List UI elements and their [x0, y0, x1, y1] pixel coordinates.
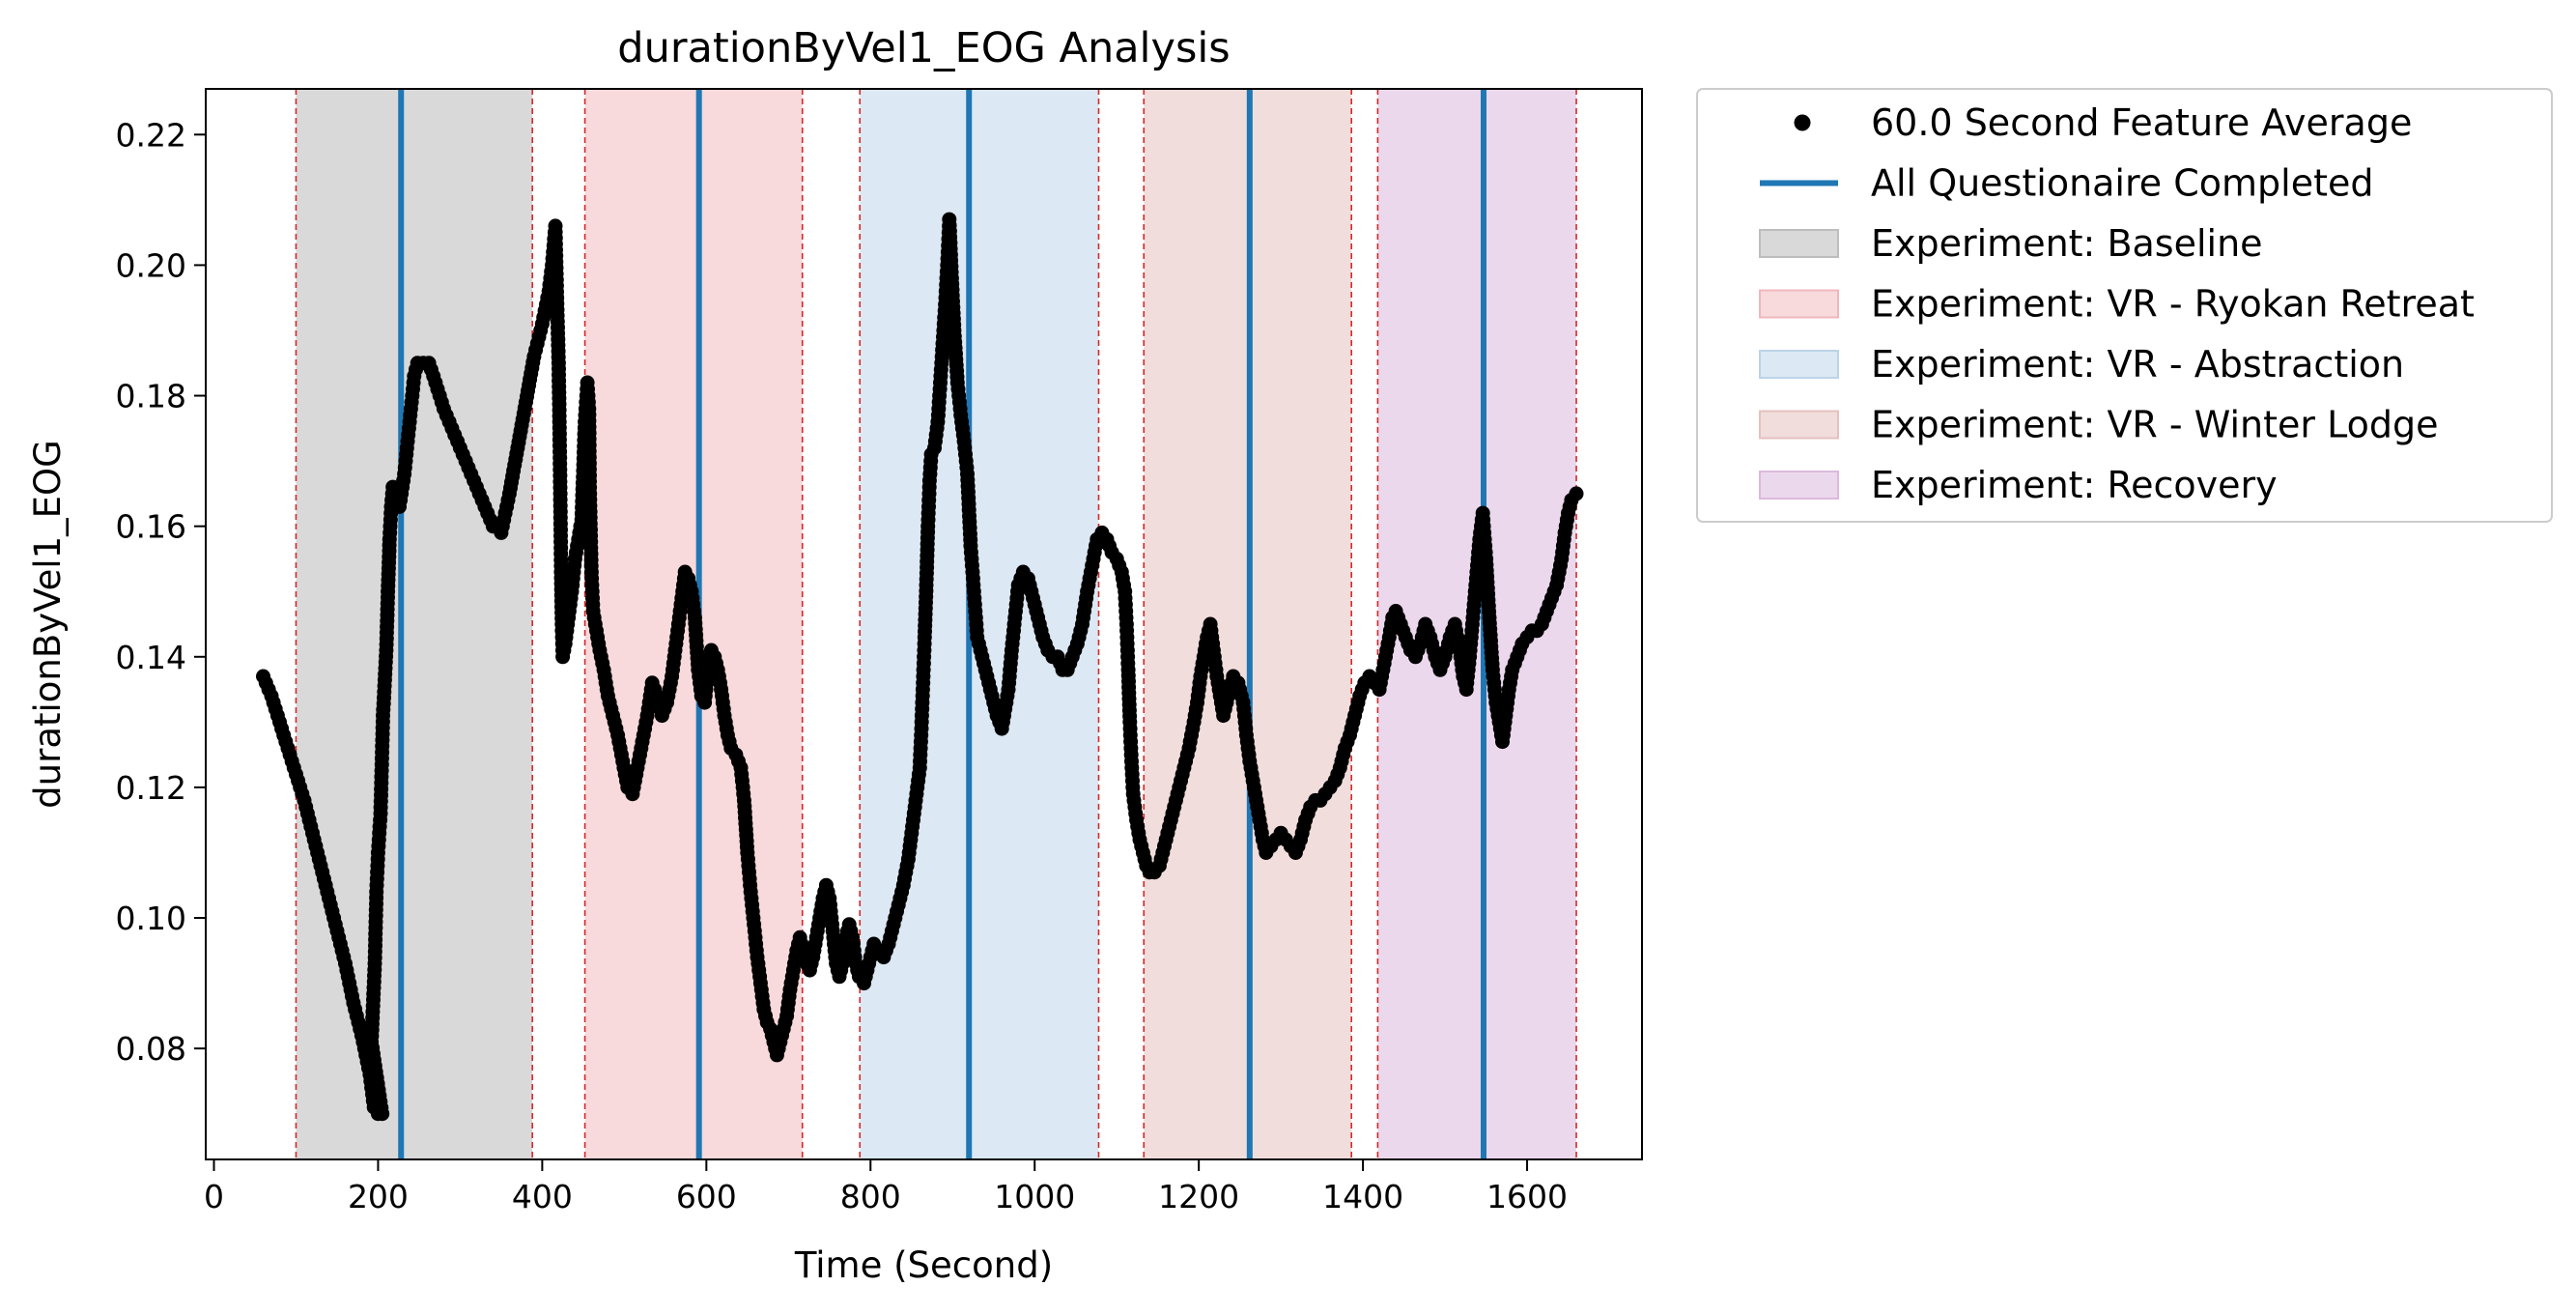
- x-tick-label-8: 1600: [1486, 1178, 1568, 1215]
- y-tick-label-6: 0.20: [116, 246, 186, 284]
- x-tick-label-3: 600: [676, 1178, 737, 1215]
- legend-entry-2: Experiment: Baseline: [1759, 222, 2263, 265]
- legend-swatch-patch: [1759, 471, 1839, 500]
- x-tick-label-1: 200: [348, 1178, 409, 1215]
- legend-swatch-patch: [1759, 410, 1839, 440]
- legend-label-1: All Questionaire Completed: [1871, 162, 2374, 205]
- legend-entry-4: Experiment: VR - Abstraction: [1759, 343, 2404, 386]
- legend-entry-1: All Questionaire Completed: [1760, 162, 2374, 205]
- legend-label-5: Experiment: VR - Winter Lodge: [1871, 404, 2438, 446]
- legend-label-6: Experiment: Recovery: [1871, 464, 2278, 506]
- legend-entry-5: Experiment: VR - Winter Lodge: [1759, 404, 2438, 446]
- x-tick-label-7: 1400: [1322, 1178, 1403, 1215]
- y-axis-ticks: 0.08 0.10 0.12 0.14 0.16 0.18 0.20 0.22: [116, 116, 206, 1068]
- region-0: [296, 89, 533, 1159]
- legend-entry-0: 60.0 Second Feature Average: [1794, 101, 2412, 144]
- legend-label-3: Experiment: VR - Ryokan Retreat: [1871, 283, 2475, 326]
- legend-box: [1696, 88, 2553, 523]
- legend-entry-6: Experiment: Recovery: [1759, 464, 2278, 506]
- chart-title: durationByVel1_EOG Analysis: [617, 24, 1230, 72]
- legend-swatch-patch: [1759, 289, 1839, 319]
- feature-average-points: [256, 212, 1584, 1122]
- legend-label-0: 60.0 Second Feature Average: [1871, 101, 2412, 144]
- legend-label-4: Experiment: VR - Abstraction: [1871, 343, 2404, 386]
- y-axis-title: durationByVel1_EOG: [27, 440, 69, 809]
- x-tick-label-2: 400: [512, 1178, 573, 1215]
- region-boundaries: [295, 89, 1577, 1159]
- y-tick-label-3: 0.14: [116, 639, 186, 676]
- legend-swatch-patch: [1759, 229, 1839, 258]
- legend-swatch-patch: [1759, 350, 1839, 379]
- y-tick-label-2: 0.12: [116, 769, 186, 807]
- x-tick-label-4: 800: [840, 1178, 901, 1215]
- legend: 60.0 Second Feature Average All Questiona…: [1696, 88, 2553, 523]
- legend-swatch-marker: [1794, 114, 1811, 131]
- x-axis-title: Time (Second): [794, 1244, 1053, 1286]
- x-tick-label-5: 1000: [994, 1178, 1075, 1215]
- legend-entry-3: Experiment: VR - Ryokan Retreat: [1759, 283, 2475, 326]
- y-tick-label-1: 0.10: [116, 900, 186, 937]
- plot-frame: [205, 88, 1643, 1160]
- x-axis-ticks: 0 200 400 600 800 1000 1200 1400 1600: [204, 1159, 1568, 1215]
- data-point-1250: [1569, 486, 1584, 501]
- y-tick-label-5: 0.18: [116, 378, 186, 415]
- legend-label-2: Experiment: Baseline: [1871, 222, 2263, 265]
- x-tick-label-6: 1200: [1158, 1178, 1239, 1215]
- y-tick-label-0: 0.08: [116, 1030, 186, 1068]
- x-tick-label-0: 0: [204, 1178, 224, 1215]
- y-tick-label-7: 0.22: [116, 116, 186, 154]
- y-tick-label-4: 0.16: [116, 508, 186, 546]
